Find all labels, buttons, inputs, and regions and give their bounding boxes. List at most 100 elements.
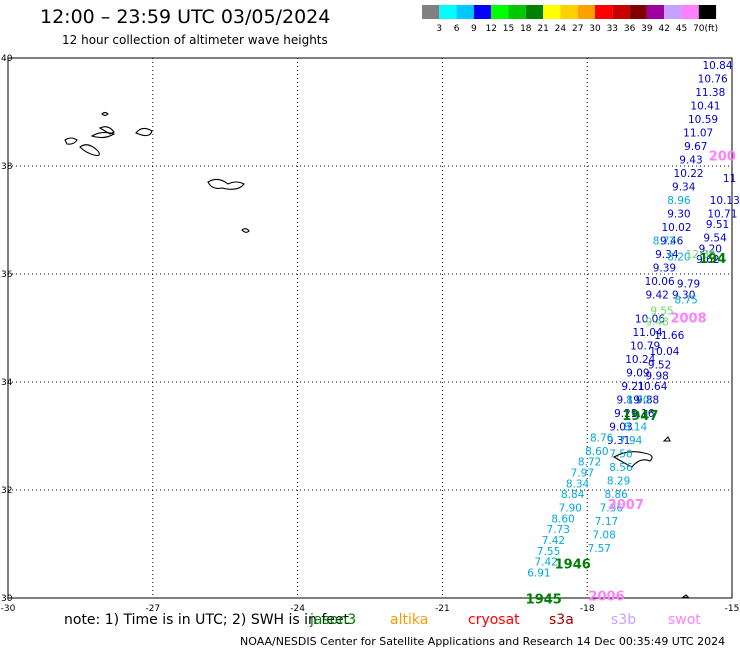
wave-height-value: 10.06 bbox=[635, 314, 665, 326]
wave-height-value: 9.34 bbox=[672, 181, 696, 193]
pass-time-label: 2008 bbox=[670, 312, 706, 327]
wave-height-value: 10.41 bbox=[690, 100, 720, 112]
wave-height-value: 9.62 bbox=[696, 254, 719, 266]
satellite-legend-altika: altika bbox=[390, 612, 429, 628]
wave-height-value: 6.91 bbox=[527, 567, 550, 579]
legend-label: 36 bbox=[624, 24, 636, 34]
island-outline bbox=[241, 228, 250, 233]
wave-height-value: 8.75 bbox=[674, 295, 697, 307]
lat-tick-label: 38 bbox=[1, 162, 13, 172]
wave-height-value: 10.84 bbox=[702, 60, 732, 72]
wave-height-value: 9.52 bbox=[648, 360, 671, 372]
map-frame bbox=[7, 57, 733, 599]
legend-label: 18 bbox=[520, 24, 532, 34]
wave-height-value: 8.60 bbox=[551, 513, 574, 525]
wave-height-value: 11.07 bbox=[683, 127, 713, 139]
island-outline bbox=[662, 436, 671, 442]
legend-swatch bbox=[491, 5, 509, 19]
lat-tick-label: 34 bbox=[1, 378, 13, 388]
legend-swatch bbox=[422, 5, 440, 19]
island-outline bbox=[64, 137, 78, 145]
wave-height-value: 9.39 bbox=[653, 262, 676, 274]
pass-time-label: 2007 bbox=[608, 498, 644, 513]
wave-height-value: 9.03 bbox=[609, 422, 632, 434]
island-outline bbox=[207, 178, 245, 190]
wave-height-value: 7.50 bbox=[609, 449, 632, 461]
wave-height-value: 10.64 bbox=[637, 381, 667, 393]
wave-height-value: 7.97 bbox=[571, 468, 594, 480]
lat-tick-label: 32 bbox=[1, 486, 12, 496]
legend-swatch bbox=[577, 5, 595, 19]
legend-swatch bbox=[681, 5, 699, 19]
chart-title: 12:00 – 23:59 UTC 03/05/2024 bbox=[40, 6, 331, 28]
legend-label: 42 bbox=[658, 24, 669, 34]
legend-swatch bbox=[612, 5, 630, 19]
wave-height-value: 8.76 bbox=[590, 432, 614, 444]
legend-swatch bbox=[646, 5, 665, 19]
wave-height-value: 7.42 bbox=[542, 535, 565, 547]
wave-height-value: 9.43 bbox=[679, 154, 702, 166]
wave-height-value: 11.04 bbox=[633, 327, 663, 339]
map-tick-labels: -30 -27 -24 -21 -18 -15 40 38 36 34 32 30 bbox=[1, 54, 740, 612]
wave-height-value: 8.84 bbox=[561, 489, 585, 501]
footer-notes: note: 1) Time is in UTC; 2) SWH is in fe… bbox=[0, 612, 740, 632]
legend-swatch bbox=[664, 5, 682, 19]
coastlines bbox=[64, 111, 690, 599]
lon-tick-label: -18 bbox=[580, 604, 595, 612]
wave-height-value: 7.08 bbox=[592, 530, 615, 542]
wave-height-value: 8.56 bbox=[609, 462, 633, 474]
wave-height-value: 9.30 bbox=[667, 208, 690, 220]
wave-height-value: 7.90 bbox=[559, 503, 582, 515]
island-outline bbox=[79, 144, 100, 157]
legend-label: 70 bbox=[693, 24, 705, 34]
wave-height-value: 8.60 bbox=[585, 446, 608, 458]
wave-height-value: 7.36 bbox=[600, 503, 624, 515]
wave-height-value: 10.22 bbox=[674, 168, 704, 180]
wave-height-value: 9.88 bbox=[636, 395, 659, 407]
wave-height-value: 10.71 bbox=[707, 208, 737, 220]
legend-swatch bbox=[456, 5, 474, 19]
wave-height-value: 9.21 bbox=[614, 408, 637, 420]
legend-label: 21 bbox=[537, 24, 548, 34]
wave-height-value: 7.57 bbox=[588, 543, 611, 555]
lon-tick-label: -30 bbox=[1, 604, 16, 612]
wave-height-value: 7.17 bbox=[595, 516, 618, 528]
wave-height-value: 7.55 bbox=[537, 546, 560, 558]
map-grid bbox=[8, 58, 732, 598]
legend-swatch bbox=[508, 5, 526, 19]
satellite-legend-jason3: jason3 bbox=[310, 612, 357, 628]
wave-height-value: 8.34 bbox=[566, 478, 590, 490]
legend-swatch bbox=[439, 5, 457, 19]
legend-swatch bbox=[698, 5, 717, 19]
legend-label: 30 bbox=[589, 24, 601, 34]
wave-height-value: 9.51 bbox=[706, 219, 729, 231]
legend-unit: (ft) bbox=[705, 24, 719, 34]
satellite-legend-s3a: s3a bbox=[549, 612, 574, 628]
legend-label: 27 bbox=[572, 24, 583, 34]
wave-height-value: 8.70 bbox=[626, 395, 649, 407]
wave-height-value: 9.20 bbox=[699, 243, 722, 255]
lon-tick-label: -24 bbox=[290, 604, 305, 612]
lat-tick-label: 30 bbox=[1, 594, 13, 604]
wave-height-value: 12.89 bbox=[686, 249, 716, 261]
wave-height-value: 9.48 bbox=[645, 316, 668, 328]
wave-height-value: 8.14 bbox=[624, 422, 648, 434]
island-outline bbox=[612, 451, 653, 468]
color-legend: 3 6 9 12 15 18 21 24 27 30 33 36 39 42 45 70 (ft) bbox=[422, 5, 719, 34]
wave-height-value: 9.16 bbox=[631, 408, 655, 420]
wave-height-value: 9.54 bbox=[703, 233, 727, 245]
pass-time-label: 1945 bbox=[526, 592, 562, 607]
wave-height-value: 7.42 bbox=[534, 557, 557, 569]
legend-label: 39 bbox=[641, 24, 653, 34]
wave-height-value: 10.02 bbox=[661, 222, 691, 234]
wave-height-value: 9.42 bbox=[645, 289, 668, 301]
pass-time-label: 1947 bbox=[622, 409, 658, 424]
legend-label: 24 bbox=[555, 24, 567, 34]
island-outline bbox=[98, 126, 115, 135]
legend-swatch bbox=[543, 5, 561, 19]
chart-subtitle: 12 hour collection of altimeter wave hei… bbox=[62, 33, 328, 47]
pass-time-label: 1946 bbox=[555, 557, 591, 572]
wave-height-value: 10.24 bbox=[625, 354, 655, 366]
